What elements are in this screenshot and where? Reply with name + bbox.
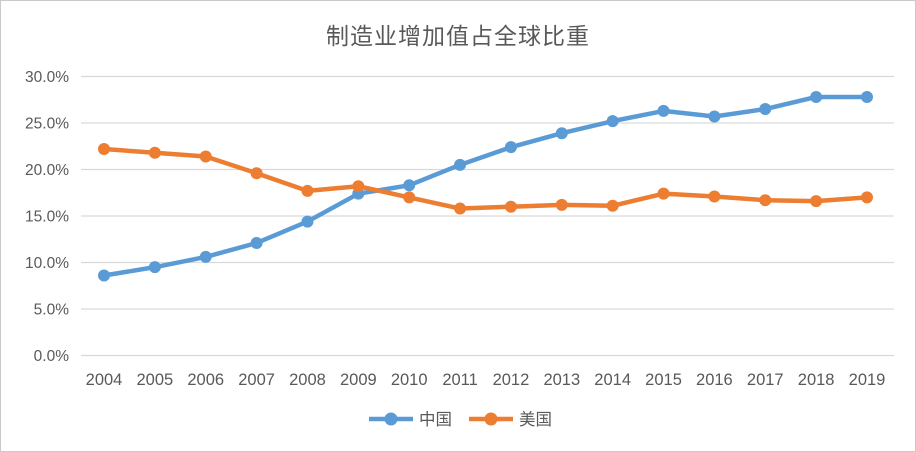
x-tick-label: 2016 (696, 371, 733, 389)
data-point-us-2013 (555, 198, 568, 211)
data-point-china-2012 (504, 141, 517, 154)
x-tick-label: 2006 (187, 371, 224, 389)
data-point-china-2008 (301, 215, 314, 228)
data-point-us-2004 (98, 143, 110, 156)
x-tick-label: 2014 (594, 371, 631, 389)
legend-label-us: 美国 (519, 410, 552, 429)
series-line-us (101, 146, 870, 211)
legend-label-china: 中国 (419, 410, 452, 429)
x-tick-label: 2012 (493, 371, 530, 389)
legend-item-us: 美国 (469, 410, 552, 429)
x-tick-label: 2009 (340, 371, 377, 389)
data-point-us-2016 (708, 190, 721, 203)
data-point-china-2013 (555, 127, 568, 140)
x-tick-label: 2019 (849, 371, 886, 389)
x-tick-label: 2004 (86, 371, 123, 389)
x-tick-label: 2010 (391, 371, 428, 389)
data-point-us-2009 (352, 180, 365, 193)
data-point-us-2006 (199, 150, 212, 163)
x-tick-label: 2007 (238, 371, 275, 389)
legend-item-china: 中国 (369, 410, 452, 429)
data-point-us-2015 (657, 187, 670, 200)
x-tick-label: 2013 (543, 371, 580, 389)
data-point-us-2005 (148, 146, 161, 159)
y-tick-label: 25.0% (25, 116, 69, 133)
data-point-china-2004 (98, 269, 110, 282)
data-point-china-2017 (759, 103, 772, 116)
data-point-china-2019 (861, 90, 873, 103)
x-tick-label: 2018 (798, 371, 835, 389)
data-point-us-2007 (250, 167, 263, 180)
x-tick-label: 2015 (645, 371, 682, 389)
data-point-china-2016 (708, 110, 721, 123)
y-tick-label: 10.0% (25, 255, 69, 272)
y-tick-label: 15.0% (25, 209, 69, 226)
series-line-china (101, 94, 870, 278)
legend-swatch-marker-us (484, 412, 498, 426)
y-tick-label: 0.0% (34, 348, 70, 365)
y-tick-label: 5.0% (34, 302, 70, 319)
data-point-us-2014 (606, 199, 619, 212)
legend: 中国 美国 (369, 410, 552, 429)
data-point-china-2007 (250, 236, 263, 249)
y-tick-label: 20.0% (25, 162, 69, 179)
data-point-china-2010 (403, 179, 416, 192)
x-tick-label: 2017 (747, 371, 784, 389)
data-point-china-2014 (606, 115, 619, 128)
data-point-us-2010 (403, 191, 416, 204)
data-point-china-2018 (810, 90, 823, 103)
x-tick-label: 2011 (442, 371, 477, 389)
y-tick-label: 30.0% (25, 69, 69, 86)
data-point-us-2017 (759, 194, 772, 207)
x-tick-label: 2008 (289, 371, 326, 389)
data-point-us-2008 (301, 184, 314, 197)
data-point-china-2011 (454, 158, 467, 171)
data-point-us-2012 (504, 200, 517, 213)
data-point-us-2011 (454, 202, 467, 215)
data-point-china-2006 (199, 250, 212, 263)
data-point-us-2018 (810, 195, 823, 208)
legend-swatch-marker-china (384, 412, 398, 426)
x-tick-label: 2005 (137, 371, 174, 389)
data-point-china-2015 (657, 104, 670, 117)
data-point-us-2019 (861, 191, 873, 204)
data-point-china-2005 (148, 261, 161, 274)
